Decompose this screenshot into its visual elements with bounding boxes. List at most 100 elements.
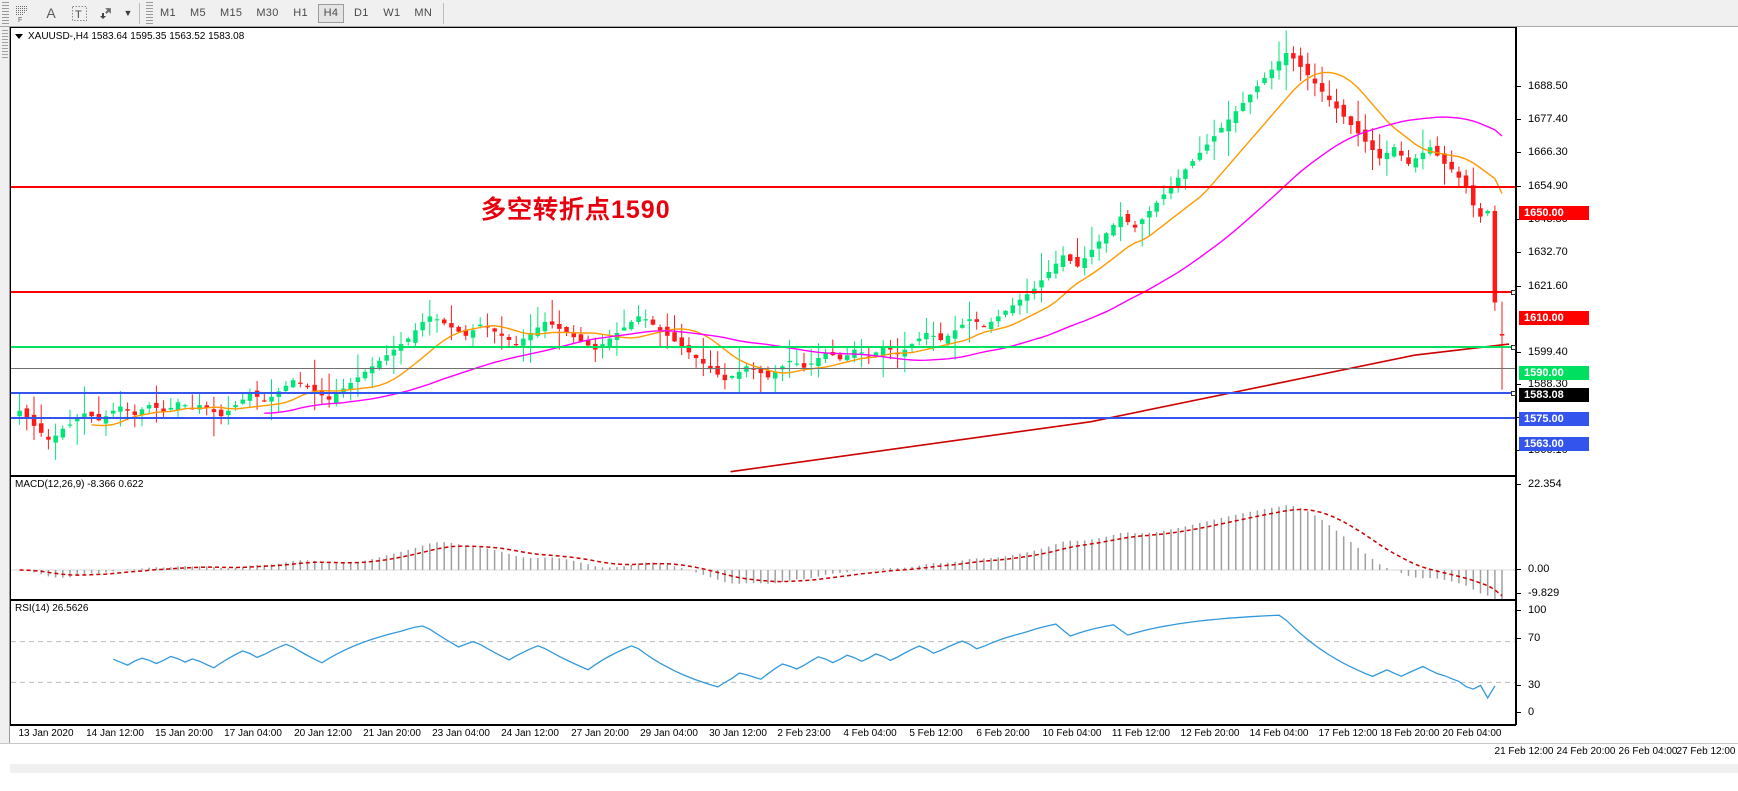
price-tick-1688.50: 1688.50	[1517, 80, 1568, 92]
time-label: 13 Jan 2020	[18, 728, 74, 739]
crosshair-f-icon[interactable]: F	[9, 1, 37, 26]
time-label: 24 Feb 20:00	[1556, 746, 1616, 757]
time-label: 4 Feb 04:00	[843, 728, 897, 739]
time-label: 21 Jan 20:00	[363, 728, 421, 739]
svg-text:T: T	[75, 9, 82, 21]
time-label: 10 Feb 04:00	[1042, 728, 1102, 739]
symbol-header: XAUUSD-,H4 1583.64 1595.35 1563.52 1583.…	[15, 31, 244, 42]
time-label: 12 Feb 20:00	[1180, 728, 1240, 739]
timeframe-m30[interactable]: M30	[256, 7, 279, 19]
price-tag-pivot-1590[interactable]: 1590.00	[1519, 366, 1589, 380]
level-line-1590.00[interactable]	[11, 345, 1516, 350]
price-tick-1677.40: 1677.40	[1517, 113, 1568, 125]
time-axis-track[interactable]: 13 Jan 2020 14 Jan 12:00 15 Jan 20:00 17 Ja…	[10, 725, 1516, 743]
toolbar-icon-group: F A T ▼	[0, 0, 448, 26]
time-label: 15 Jan 20:00	[155, 728, 213, 739]
price-tag-resistance-1650[interactable]: 1650.00	[1519, 206, 1589, 220]
macd-tick-22.354: 22.354	[1517, 478, 1562, 490]
chart-annotation-text: 多空转折点1590	[481, 196, 671, 224]
rsi-panel[interactable]: RSI(14) 26.5626	[10, 600, 1516, 725]
rail-grip-icon	[1, 30, 8, 58]
price-tag-support-1563[interactable]: 1563.00	[1519, 437, 1589, 451]
chevron-down-icon[interactable]	[15, 34, 23, 39]
macd-label: MACD(12,26,9) -8.366 0.622	[15, 479, 144, 490]
time-label: 24 Jan 12:00	[501, 728, 559, 739]
time-label: 17 Jan 04:00	[224, 728, 282, 739]
symbol-header-text: XAUUSD-,H4 1583.64 1595.35 1563.52 1583.…	[28, 31, 245, 42]
price-candlestick-series	[17, 30, 1510, 473]
arrows-shapes-icon[interactable]	[93, 1, 121, 26]
price-tick-1654.90: 1654.90	[1517, 180, 1568, 192]
price-axis[interactable]: 1688.501677.401666.301654.901643.801632.…	[1516, 27, 1738, 554]
time-label: 27 Jan 20:00	[571, 728, 629, 739]
time-label: 2 Feb 23:00	[777, 728, 831, 739]
timeframe-h4[interactable]: H4	[317, 3, 345, 23]
toolbar-divider-2	[443, 2, 445, 24]
timeframe-mn[interactable]: MN	[414, 7, 433, 19]
rsi-tick-70: 70	[1517, 632, 1540, 644]
chart-frame: XAUUSD-,H4 1583.64 1595.35 1563.52 1583.…	[0, 27, 1738, 791]
level-line-1575.00[interactable]	[11, 391, 1516, 396]
price-tag-support-1575[interactable]: 1575.00	[1519, 412, 1589, 426]
timeframe-m5[interactable]: M5	[190, 7, 206, 19]
left-toolbar-rail[interactable]	[0, 27, 10, 791]
level-line-1563.00[interactable]	[11, 417, 1515, 419]
time-label: 30 Jan 12:00	[709, 728, 767, 739]
rsi-tick-30: 30	[1517, 679, 1540, 691]
price-tick-1599.40: 1599.40	[1517, 346, 1568, 358]
time-label: 20 Jan 12:00	[294, 728, 352, 739]
macd-series	[11, 505, 1515, 599]
timeframe-selector: M1 M5 M15 M30 H1 H4 D1 W1 MN	[153, 0, 439, 26]
macd-panel[interactable]: MACD(12,26,9) -8.366 0.622	[10, 476, 1516, 600]
macd-tick-0.00: 0.00	[1517, 563, 1549, 575]
timeframe-d1[interactable]: D1	[353, 7, 369, 19]
price-tick-1666.30: 1666.30	[1517, 146, 1568, 158]
time-label: 18 Feb 20:00	[1380, 728, 1440, 739]
svg-text:F: F	[18, 17, 22, 22]
price-tick-1588.30: 1588.30	[1517, 378, 1568, 390]
text-label-a-icon[interactable]: A	[46, 5, 56, 21]
level-drag-handle[interactable]	[1511, 391, 1516, 396]
time-label: 14 Jan 12:00	[86, 728, 144, 739]
time-label: 11 Feb 12:00	[1111, 728, 1171, 739]
rsi-series	[11, 614, 1515, 700]
timeframe-w1[interactable]: W1	[383, 7, 401, 19]
time-label: 14 Feb 04:00	[1249, 728, 1309, 739]
price-tag-current-1583[interactable]: 1583.08	[1519, 388, 1589, 402]
macd-axis[interactable]: 22.354 0.00 -9.829	[1516, 476, 1738, 600]
time-label: 6 Feb 20:00	[976, 728, 1030, 739]
time-label: 21 Feb 12:00	[1494, 746, 1554, 757]
toolbar: F A T ▼	[0, 0, 1738, 27]
level-line-1650.00[interactable]	[11, 186, 1515, 188]
time-label: 17 Feb 12:00	[1318, 728, 1378, 739]
time-label: 5 Feb 12:00	[909, 728, 963, 739]
text-box-t-icon[interactable]: T	[65, 1, 93, 26]
level-drag-handle[interactable]	[1511, 290, 1516, 295]
time-label: 23 Jan 04:00	[432, 728, 490, 739]
level-line-1583.08[interactable]	[11, 368, 1515, 369]
time-label: 20 Feb 04:00	[1442, 728, 1502, 739]
timeframe-m1[interactable]: M1	[160, 7, 176, 19]
rsi-axis[interactable]: 100 70 30 0	[1516, 600, 1738, 725]
timeframe-m15[interactable]: M15	[220, 7, 243, 19]
time-label: 26 Feb 04:00	[1618, 746, 1678, 757]
toolbar-drag-handle-1[interactable]	[2, 2, 9, 24]
level-line-1610.00[interactable]	[11, 290, 1516, 295]
rsi-tick-0: 0	[1517, 706, 1534, 718]
dropdown-arrow-icon[interactable]: ▼	[123, 8, 133, 18]
horizontal-scrollbar[interactable]	[10, 764, 1738, 773]
rsi-tick-100: 100	[1517, 604, 1546, 616]
toolbar-divider-1	[139, 2, 140, 24]
rsi-label: RSI(14) 26.5626	[15, 603, 89, 614]
timeframe-h1[interactable]: H1	[293, 7, 308, 19]
macd-tick--9.829: -9.829	[1517, 587, 1559, 599]
time-label: 27 Feb 12:00	[1676, 746, 1736, 757]
price-tick-1632.70: 1632.70	[1517, 246, 1568, 258]
price-tick-1621.60: 1621.60	[1517, 280, 1568, 292]
level-drag-handle[interactable]	[1511, 345, 1516, 350]
toolbar-drag-handle-2[interactable]	[146, 2, 153, 24]
price-panel[interactable]: XAUUSD-,H4 1583.64 1595.35 1563.52 1583.…	[10, 27, 1516, 476]
price-tag-resistance-1610[interactable]: 1610.00	[1519, 311, 1589, 325]
time-label: 29 Jan 04:00	[640, 728, 698, 739]
